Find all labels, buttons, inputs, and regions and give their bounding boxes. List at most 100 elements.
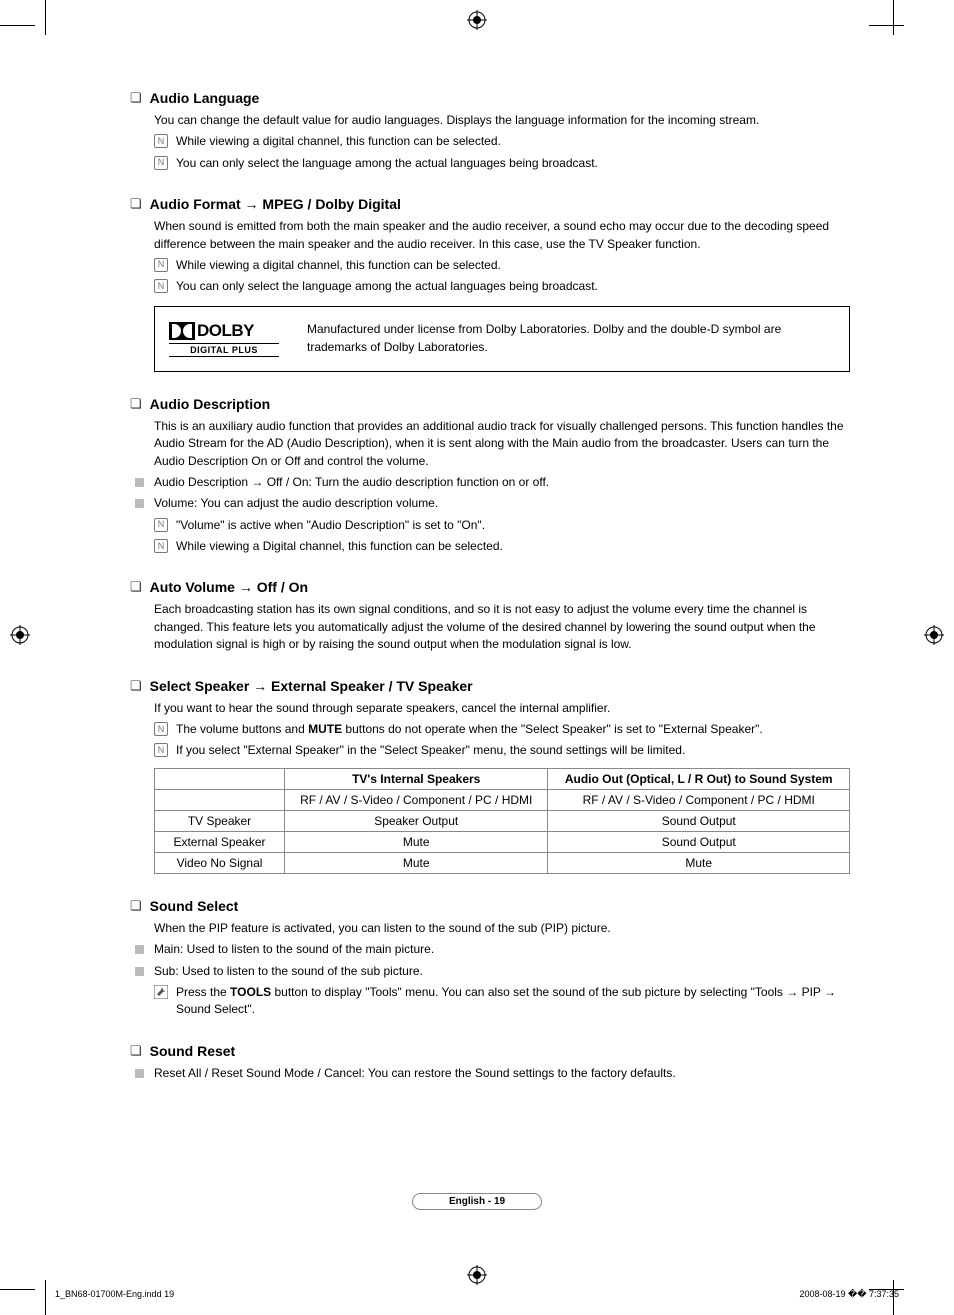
bullet-text: Audio Description → Off / On: Turn the a… <box>154 474 549 491</box>
note-row: N While viewing a digital channel, this f… <box>154 133 850 150</box>
table-header-cell: TV's Internal Speakers <box>285 768 548 789</box>
table-row: TV Speaker Speaker Output Sound Output <box>155 810 850 831</box>
dolby-dd-icon <box>169 322 195 340</box>
registration-mark-icon <box>924 625 944 645</box>
dolby-sub-text: DIGITAL PLUS <box>169 343 279 357</box>
heading-sound-reset: Sound Reset <box>130 1043 850 1059</box>
bullet-icon <box>135 478 144 487</box>
table-cell: Speaker Output <box>285 810 548 831</box>
heading-audio-format: Audio Format → MPEG / Dolby Digital <box>130 196 850 212</box>
bullet-icon <box>135 945 144 954</box>
note-row: N While viewing a Digital channel, this f… <box>154 538 850 555</box>
note-icon: N <box>154 518 168 532</box>
heading-audio-language: Audio Language <box>130 90 850 106</box>
table-row: Video No Signal Mute Mute <box>155 852 850 873</box>
page-content: Audio Language You can change the defaul… <box>130 90 850 1106</box>
body-text: This is an auxiliary audio function that… <box>154 418 850 470</box>
table-cell: External Speaker <box>155 831 285 852</box>
note-text: "Volume" is active when "Audio Descripti… <box>176 517 485 534</box>
note-text: While viewing a digital channel, this fu… <box>176 133 501 150</box>
body-text: If you want to hear the sound through se… <box>154 700 850 717</box>
table-cell: RF / AV / S-Video / Component / PC / HDM… <box>548 789 850 810</box>
note-text: The volume buttons and MUTE buttons do n… <box>176 721 763 738</box>
section-audio-description: Audio Description This is an auxiliary a… <box>130 396 850 556</box>
crop-mark <box>45 0 46 35</box>
crop-mark <box>0 1289 35 1290</box>
dolby-brand-text: DOLBY <box>197 321 254 341</box>
doc-timestamp: 2008-08-19 �� 7:37:35 <box>799 1289 899 1300</box>
bullet-row: Sub: Used to listen to the sound of the … <box>132 963 850 980</box>
table-header-cell: Audio Out (Optical, L / R Out) to Sound … <box>548 768 850 789</box>
heading-text: Sound Reset <box>150 1043 236 1059</box>
body-text: When sound is emitted from both the main… <box>154 218 850 253</box>
heading-auto-volume: Auto Volume → Off / On <box>130 579 850 595</box>
table-cell: Mute <box>285 831 548 852</box>
heading-text: Audio Language <box>150 90 260 106</box>
section-audio-format: Audio Format → MPEG / Dolby Digital When… <box>130 196 850 296</box>
table-header-cell <box>155 768 285 789</box>
bullet-row: Main: Used to listen to the sound of the… <box>132 941 850 958</box>
tools-text: Press the TOOLS button to display "Tools… <box>176 984 850 1019</box>
note-row: N While viewing a digital channel, this f… <box>154 257 850 274</box>
note-row: N You can only select the language among … <box>154 155 850 172</box>
speaker-table: TV's Internal Speakers Audio Out (Optica… <box>154 768 850 874</box>
table-cell: TV Speaker <box>155 810 285 831</box>
section-audio-language: Audio Language You can change the defaul… <box>130 90 850 172</box>
note-text: If you select "External Speaker" in the … <box>176 742 685 759</box>
note-icon: N <box>154 743 168 757</box>
doc-filename: 1_BN68-01700M-Eng.indd 19 <box>55 1289 174 1300</box>
tools-icon <box>154 985 168 999</box>
section-select-speaker: Select Speaker → External Speaker / TV S… <box>130 678 850 874</box>
bullet-icon <box>135 1069 144 1078</box>
crop-mark <box>893 0 894 35</box>
note-text: You can only select the language among t… <box>176 278 598 295</box>
dolby-license-box: DOLBY DIGITAL PLUS Manufactured under li… <box>154 306 850 372</box>
section-sound-select: Sound Select When the PIP feature is act… <box>130 898 850 1019</box>
note-text: While viewing a Digital channel, this fu… <box>176 538 503 555</box>
heading-text: Audio Format → MPEG / Dolby Digital <box>150 196 401 212</box>
page-number-pill: English - 19 <box>412 1193 542 1210</box>
bullet-row: Audio Description → Off / On: Turn the a… <box>132 474 850 491</box>
note-icon: N <box>154 156 168 170</box>
section-sound-reset: Sound Reset Reset All / Reset Sound Mode… <box>130 1043 850 1082</box>
crop-mark <box>0 25 35 26</box>
note-icon: N <box>154 722 168 736</box>
bullet-icon <box>135 967 144 976</box>
crop-mark <box>869 25 904 26</box>
table-cell: Mute <box>548 852 850 873</box>
page-footer: English - 19 <box>0 1191 954 1210</box>
tools-note-row: Press the TOOLS button to display "Tools… <box>154 984 850 1019</box>
heading-text: Auto Volume → Off / On <box>150 579 308 595</box>
table-cell <box>155 789 285 810</box>
section-auto-volume: Auto Volume → Off / On Each broadcasting… <box>130 579 850 653</box>
heading-text: Select Speaker → External Speaker / TV S… <box>150 678 473 694</box>
registration-mark-icon <box>467 10 487 30</box>
body-text: Each broadcasting station has its own si… <box>154 601 850 653</box>
note-row: N "Volume" is active when "Audio Descript… <box>154 517 850 534</box>
bullet-row: Volume: You can adjust the audio descrip… <box>132 495 850 512</box>
table-cell: Video No Signal <box>155 852 285 873</box>
note-text: While viewing a digital channel, this fu… <box>176 257 501 274</box>
note-row: N If you select "External Speaker" in the… <box>154 742 850 759</box>
bullet-icon <box>135 499 144 508</box>
body-text: You can change the default value for aud… <box>154 112 850 129</box>
heading-audio-description: Audio Description <box>130 396 850 412</box>
table-cell: RF / AV / S-Video / Component / PC / HDM… <box>285 789 548 810</box>
body-text: When the PIP feature is activated, you c… <box>154 920 850 937</box>
heading-text: Audio Description <box>150 396 271 412</box>
heading-select-speaker: Select Speaker → External Speaker / TV S… <box>130 678 850 694</box>
bullet-row: Reset All / Reset Sound Mode / Cancel: Y… <box>132 1065 850 1082</box>
note-icon: N <box>154 258 168 272</box>
registration-mark-icon <box>467 1265 487 1285</box>
note-row: N The volume buttons and MUTE buttons do… <box>154 721 850 738</box>
note-text: You can only select the language among t… <box>176 155 598 172</box>
dolby-logo: DOLBY DIGITAL PLUS <box>169 321 279 357</box>
heading-sound-select: Sound Select <box>130 898 850 914</box>
table-cell: Sound Output <box>548 831 850 852</box>
document-footer: 1_BN68-01700M-Eng.indd 19 2008-08-19 �� … <box>55 1289 899 1300</box>
registration-mark-icon <box>10 625 30 645</box>
note-icon: N <box>154 539 168 553</box>
table-cell: Mute <box>285 852 548 873</box>
table-subheader-row: RF / AV / S-Video / Component / PC / HDM… <box>155 789 850 810</box>
note-icon: N <box>154 134 168 148</box>
